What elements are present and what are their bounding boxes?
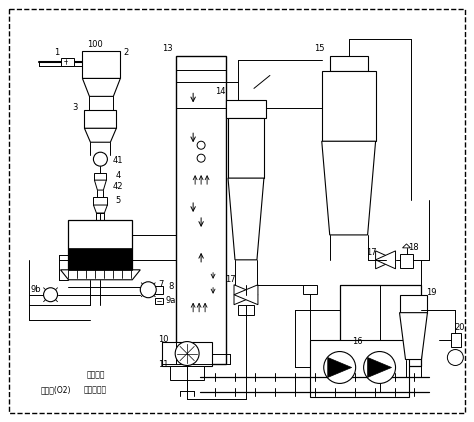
Text: 42: 42: [113, 181, 124, 191]
Text: 8: 8: [168, 282, 174, 291]
Polygon shape: [328, 357, 352, 377]
Text: 7: 7: [158, 280, 164, 289]
Circle shape: [175, 341, 199, 365]
Text: 100: 100: [88, 40, 103, 49]
Text: 11: 11: [158, 360, 168, 369]
Text: 14: 14: [215, 87, 225, 96]
Bar: [451, 333, 461, 346]
Bar: [400, 295, 428, 313]
Polygon shape: [93, 205, 108, 213]
Bar: [226, 100, 266, 118]
Bar: [155, 298, 163, 304]
Text: 19: 19: [426, 288, 437, 297]
Polygon shape: [69, 248, 132, 270]
Text: 3: 3: [73, 103, 78, 112]
Polygon shape: [375, 251, 395, 269]
Circle shape: [324, 352, 356, 384]
Bar: [61, 57, 74, 67]
Circle shape: [140, 282, 156, 298]
Text: 13: 13: [162, 44, 173, 53]
Bar: [322, 71, 375, 141]
Polygon shape: [82, 78, 120, 96]
Bar: [330, 56, 368, 71]
Polygon shape: [84, 128, 116, 142]
Bar: [84, 110, 116, 128]
Text: 2: 2: [124, 48, 129, 57]
Text: 燃气体(O2): 燃气体(O2): [40, 385, 71, 394]
Bar: [238, 305, 254, 315]
Polygon shape: [234, 285, 258, 305]
Polygon shape: [400, 313, 428, 360]
Bar: [155, 286, 163, 294]
Text: 17: 17: [225, 275, 235, 284]
Bar: [228, 118, 264, 178]
Polygon shape: [61, 270, 140, 280]
Text: 5: 5: [116, 195, 121, 205]
Circle shape: [93, 152, 108, 166]
Bar: [93, 197, 108, 205]
Text: 16: 16: [352, 337, 363, 346]
Bar: [82, 51, 120, 78]
Bar: [162, 341, 212, 366]
Polygon shape: [368, 357, 392, 377]
Circle shape: [364, 352, 395, 384]
Polygon shape: [69, 220, 132, 270]
Bar: [170, 366, 204, 381]
Polygon shape: [94, 180, 106, 190]
Text: 20: 20: [454, 323, 465, 332]
Text: 17: 17: [366, 249, 377, 257]
Text: 4: 4: [116, 170, 121, 180]
Text: 冷凝给水: 冷凝给水: [86, 370, 105, 379]
Polygon shape: [402, 244, 410, 248]
Polygon shape: [322, 141, 375, 235]
Text: 10: 10: [158, 335, 168, 344]
Polygon shape: [234, 285, 258, 305]
Text: 18: 18: [408, 243, 419, 252]
Bar: [176, 56, 226, 365]
Bar: [303, 285, 317, 294]
Text: 9b: 9b: [30, 285, 41, 294]
Circle shape: [44, 288, 57, 302]
Bar: [340, 285, 421, 366]
Text: 1: 1: [54, 48, 59, 57]
Bar: [400, 254, 413, 268]
Circle shape: [447, 349, 463, 365]
Polygon shape: [228, 178, 264, 260]
Bar: [94, 173, 106, 180]
Bar: [310, 340, 410, 398]
Text: 15: 15: [315, 44, 325, 53]
Polygon shape: [375, 251, 395, 269]
Text: 冷凝回流水: 冷凝回流水: [84, 385, 107, 394]
Text: 41: 41: [113, 156, 124, 165]
Text: 9a: 9a: [165, 296, 175, 305]
